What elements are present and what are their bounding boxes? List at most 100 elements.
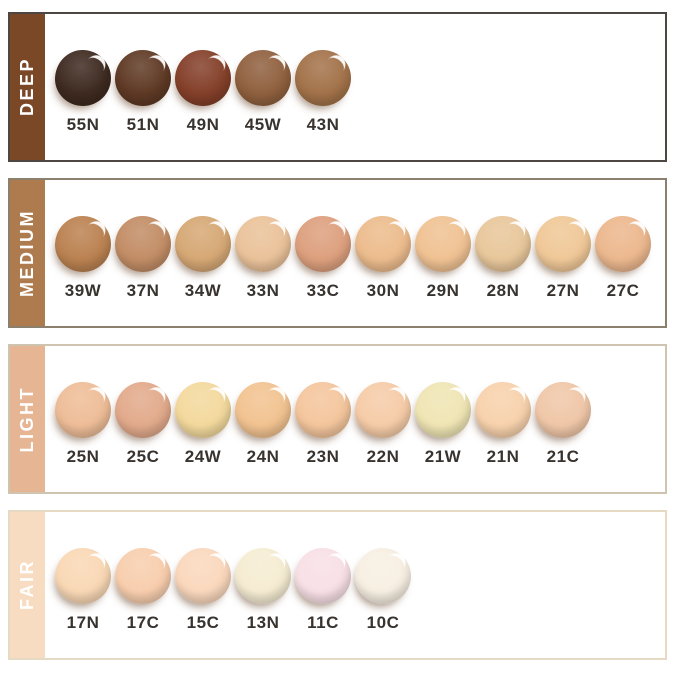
- row-category-label: FAIR: [17, 559, 37, 611]
- glint-highlight-icon: [81, 383, 110, 412]
- glint-highlight-icon: [561, 383, 590, 412]
- shade-code-label: 22N: [366, 447, 400, 466]
- shade-swatch: [115, 216, 171, 272]
- shade-code-label: 13N: [246, 613, 280, 632]
- shade-code-label: 21W: [424, 447, 462, 466]
- shade-code-label: 15C: [186, 613, 220, 632]
- shade-code-label: 43N: [306, 115, 340, 134]
- shade-swatch: [235, 50, 291, 106]
- shade-row-panel: LIGHT 25N 25C 24W 24N 23N 22N: [8, 344, 667, 494]
- row-category-sidebar: MEDIUM: [10, 180, 45, 326]
- shade-code-label: 39W: [64, 281, 102, 300]
- shade-code-label: 17N: [66, 613, 100, 632]
- shade-code-label: 24N: [246, 447, 280, 466]
- shade-code-label: 33C: [306, 281, 340, 300]
- shade-swatch: [55, 50, 111, 106]
- glint-highlight-icon: [381, 549, 410, 578]
- shade-swatch: [295, 216, 351, 272]
- shade-swatch-cell: 49N: [173, 50, 233, 135]
- shade-swatch-cell: 23N: [293, 382, 353, 467]
- shade-swatch-cell: 33N: [233, 216, 293, 301]
- glint-highlight-icon: [201, 51, 230, 80]
- glint-highlight-icon: [561, 217, 590, 246]
- shade-swatch: [175, 216, 231, 272]
- glint-highlight-icon: [321, 549, 350, 578]
- shade-swatch-cell: 22N: [353, 382, 413, 467]
- shade-swatch: [475, 216, 531, 272]
- shade-code-label: 27N: [546, 281, 580, 300]
- glint-highlight-icon: [141, 51, 170, 80]
- shade-swatch: [115, 548, 171, 604]
- shade-swatch-cell: 37N: [113, 216, 173, 301]
- shade-swatch: [295, 50, 351, 106]
- shade-code-label: 28N: [486, 281, 520, 300]
- shade-swatch: [115, 50, 171, 106]
- shade-code-label: 51N: [126, 115, 160, 134]
- shade-code-label: 27C: [606, 281, 640, 300]
- glint-highlight-icon: [501, 383, 530, 412]
- shade-code-label: 37N: [126, 281, 160, 300]
- shade-code-label: 29N: [426, 281, 460, 300]
- shade-code-label: 49N: [186, 115, 220, 134]
- shade-code-label: 30N: [366, 281, 400, 300]
- glint-highlight-icon: [81, 51, 110, 80]
- glint-highlight-icon: [261, 383, 290, 412]
- shade-code-label: 23N: [306, 447, 340, 466]
- glint-highlight-icon: [321, 383, 350, 412]
- shade-code-label: 11C: [307, 613, 339, 632]
- glint-highlight-icon: [201, 383, 230, 412]
- shade-code-label: 34W: [184, 281, 222, 300]
- shade-swatch-cell: 27C: [593, 216, 653, 301]
- shade-swatch-cell: 51N: [113, 50, 173, 135]
- shade-swatch-cell: 55N: [53, 50, 113, 135]
- shade-swatch-cell: 33C: [293, 216, 353, 301]
- glint-highlight-icon: [321, 51, 350, 80]
- shade-code-label: 25N: [66, 447, 100, 466]
- glint-highlight-icon: [81, 549, 110, 578]
- glint-highlight-icon: [81, 217, 110, 246]
- shade-swatch: [235, 382, 291, 438]
- shade-swatch-cell: 21W: [413, 382, 473, 467]
- shade-swatch: [55, 216, 111, 272]
- shade-swatch-cell: 43N: [293, 50, 353, 135]
- shade-code-label: 25C: [126, 447, 160, 466]
- shade-swatch-cell: 17N: [53, 548, 113, 633]
- shade-row-panel: FAIR 17N 17C 15C 13N 11C 10C: [8, 510, 667, 660]
- row-swatches: 55N 51N 49N 45W 43N: [45, 14, 665, 160]
- shade-code-label: 10C: [366, 613, 400, 632]
- shade-swatch-cell: 17C: [113, 548, 173, 633]
- shade-swatch: [295, 548, 351, 604]
- shade-code-label: 55N: [66, 115, 100, 134]
- shade-swatch: [55, 548, 111, 604]
- row-swatches: 25N 25C 24W 24N 23N 22N 21W 21N: [45, 346, 665, 492]
- shade-swatch-cell: 24N: [233, 382, 293, 467]
- glint-highlight-icon: [261, 51, 290, 80]
- shade-swatch: [355, 382, 411, 438]
- shade-swatch: [415, 382, 471, 438]
- shade-swatch: [355, 548, 411, 604]
- shade-swatch-cell: 39W: [53, 216, 113, 301]
- shade-swatch: [475, 382, 531, 438]
- shade-swatch-cell: 25C: [113, 382, 173, 467]
- glint-highlight-icon: [261, 549, 290, 578]
- shade-swatch: [595, 216, 651, 272]
- shade-code-label: 24W: [184, 447, 222, 466]
- shade-swatch-cell: 34W: [173, 216, 233, 301]
- shade-swatch-cell: 28N: [473, 216, 533, 301]
- shade-code-label: 17C: [126, 613, 160, 632]
- shade-code-label: 45W: [244, 115, 282, 134]
- shade-swatch: [115, 382, 171, 438]
- glint-highlight-icon: [441, 383, 470, 412]
- shade-swatch: [175, 50, 231, 106]
- shade-code-label: 21N: [486, 447, 520, 466]
- shade-swatch: [355, 216, 411, 272]
- glint-highlight-icon: [201, 549, 230, 578]
- glint-highlight-icon: [441, 217, 470, 246]
- glint-highlight-icon: [501, 217, 530, 246]
- glint-highlight-icon: [621, 217, 650, 246]
- row-category-label: LIGHT: [17, 385, 37, 453]
- shade-swatch: [415, 216, 471, 272]
- row-swatches: 39W 37N 34W 33N 33C 30N 29N 28N: [45, 180, 665, 326]
- shade-swatch-cell: 15C: [173, 548, 233, 633]
